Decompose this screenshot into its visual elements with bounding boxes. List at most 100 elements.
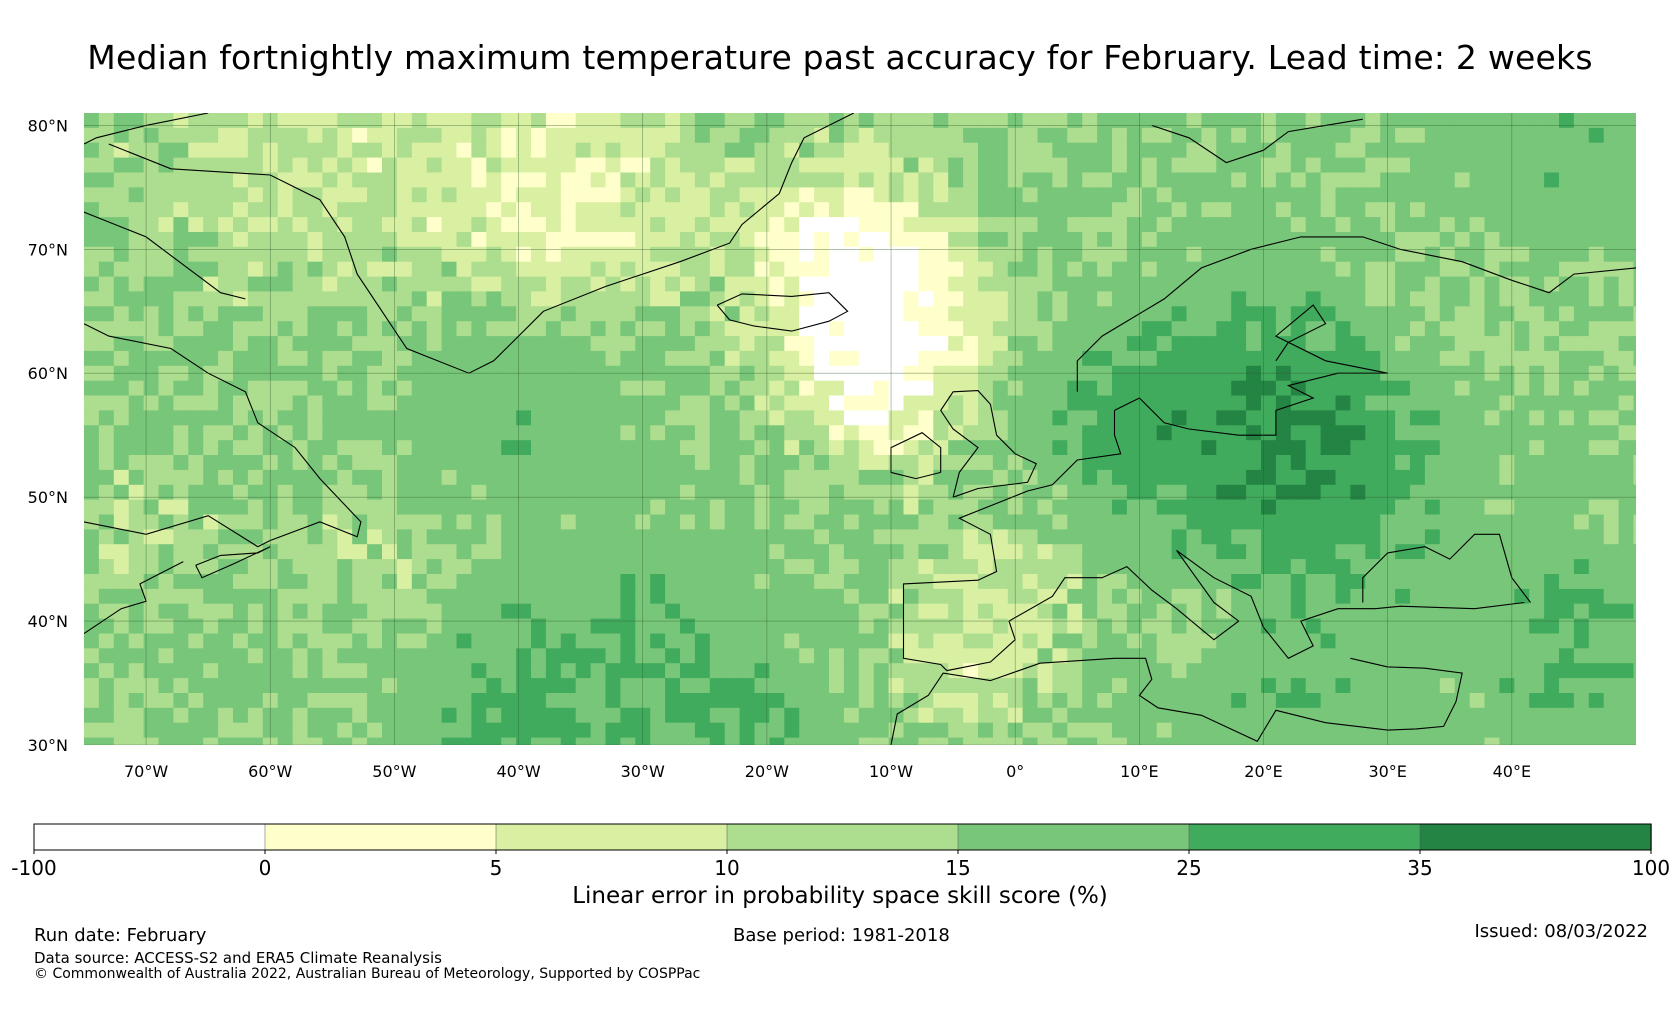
grid-cell	[575, 574, 592, 590]
grid-cell	[501, 127, 517, 144]
grid-cell	[1037, 127, 1053, 144]
grid-cell	[426, 648, 443, 664]
grid-cell	[1320, 499, 1337, 516]
grid-cell	[1022, 202, 1039, 218]
grid-cell	[1454, 142, 1471, 159]
grid-cell	[650, 395, 666, 411]
grid-cell	[367, 469, 383, 486]
grid-cell	[1216, 142, 1232, 159]
grid-cell	[724, 633, 741, 649]
grid-cell	[1484, 202, 1500, 218]
grid-cell	[84, 113, 100, 129]
grid-cell	[158, 187, 174, 203]
grid-cell	[143, 603, 160, 620]
grid-cell	[694, 737, 711, 745]
grid-cell	[1588, 737, 1605, 745]
grid-cell	[1439, 514, 1456, 530]
grid-cell	[1156, 484, 1173, 501]
grid-cell	[1365, 737, 1381, 745]
grid-cell	[1067, 544, 1083, 560]
grid-cell	[98, 380, 115, 397]
grid-cell	[590, 707, 607, 724]
grid-cell	[1022, 246, 1039, 263]
grid-cell	[1201, 172, 1217, 188]
grid-cell	[1216, 514, 1232, 530]
grid-cell	[337, 202, 353, 218]
lon-tick-label: 40°W	[496, 762, 540, 781]
grid-cell	[963, 633, 979, 649]
grid-cell	[680, 588, 696, 605]
grid-cell	[888, 663, 905, 679]
grid-cell	[1529, 693, 1545, 709]
grid-cell	[1201, 157, 1217, 174]
grid-cell	[545, 618, 562, 635]
grid-cell	[471, 350, 487, 367]
grid-cell	[218, 499, 234, 516]
grid-cell	[531, 410, 547, 426]
grid-cell	[1514, 157, 1530, 174]
grid-cell	[1052, 261, 1068, 278]
grid-cell	[545, 365, 562, 382]
grid-cell	[1603, 574, 1620, 590]
grid-cell	[1067, 321, 1083, 337]
grid-cell	[516, 633, 532, 649]
grid-cell	[1633, 395, 1636, 411]
grid-cell	[456, 232, 472, 248]
grid-cell	[978, 425, 994, 441]
grid-cell	[501, 380, 517, 397]
grid-cell	[1618, 722, 1635, 739]
grid-cell	[605, 455, 621, 471]
grid-cell	[1335, 499, 1351, 516]
grid-cell	[694, 707, 711, 724]
grid-cell	[218, 172, 234, 188]
grid-cell	[128, 603, 145, 620]
grid-cell	[843, 127, 860, 144]
grid-cell	[858, 380, 875, 397]
grid-cell	[1559, 232, 1575, 248]
grid-cell	[1082, 737, 1098, 745]
grid-cell	[858, 202, 875, 218]
grid-cell	[1633, 469, 1636, 486]
grid-cell	[84, 306, 100, 322]
grid-cell	[233, 455, 249, 471]
grid-cell	[1261, 261, 1277, 278]
grid-cell	[1037, 529, 1053, 545]
grid-cell	[1022, 648, 1039, 664]
grid-cell	[1588, 425, 1605, 441]
grid-cell	[1499, 172, 1515, 188]
grid-cell	[1573, 618, 1590, 635]
grid-cell	[1514, 514, 1530, 530]
grid-cell	[814, 395, 830, 411]
grid-cell	[948, 618, 964, 635]
grid-cell	[143, 559, 160, 575]
grid-cell	[262, 722, 279, 739]
grid-cell	[1097, 127, 1113, 144]
grid-cell	[1141, 202, 1158, 218]
grid-cell	[1007, 246, 1024, 263]
grid-cell	[769, 440, 785, 456]
grid-cell	[233, 395, 249, 411]
grid-cell	[1067, 365, 1083, 382]
grid-cell	[545, 469, 562, 486]
grid-cell	[769, 737, 785, 745]
grid-cell	[322, 499, 338, 516]
grid-cell	[1231, 678, 1247, 694]
grid-cell	[1529, 276, 1545, 293]
grid-cell	[724, 410, 741, 426]
grid-cell	[1290, 469, 1307, 486]
grid-cell	[426, 380, 443, 397]
grid-cell	[262, 365, 279, 382]
grid-cell	[1633, 365, 1636, 382]
grid-cell	[98, 574, 115, 590]
grid-cell	[1231, 544, 1247, 560]
grid-cell	[516, 202, 532, 218]
grid-cell	[992, 276, 1009, 293]
grid-cell	[1588, 395, 1605, 411]
grid-cell	[1126, 559, 1143, 575]
grid-cell	[1618, 693, 1635, 709]
grid-cell	[307, 113, 323, 129]
grid-cell	[1633, 350, 1636, 367]
grid-cell	[739, 202, 756, 218]
grid-cell	[1320, 663, 1337, 679]
grid-cell	[680, 514, 696, 530]
